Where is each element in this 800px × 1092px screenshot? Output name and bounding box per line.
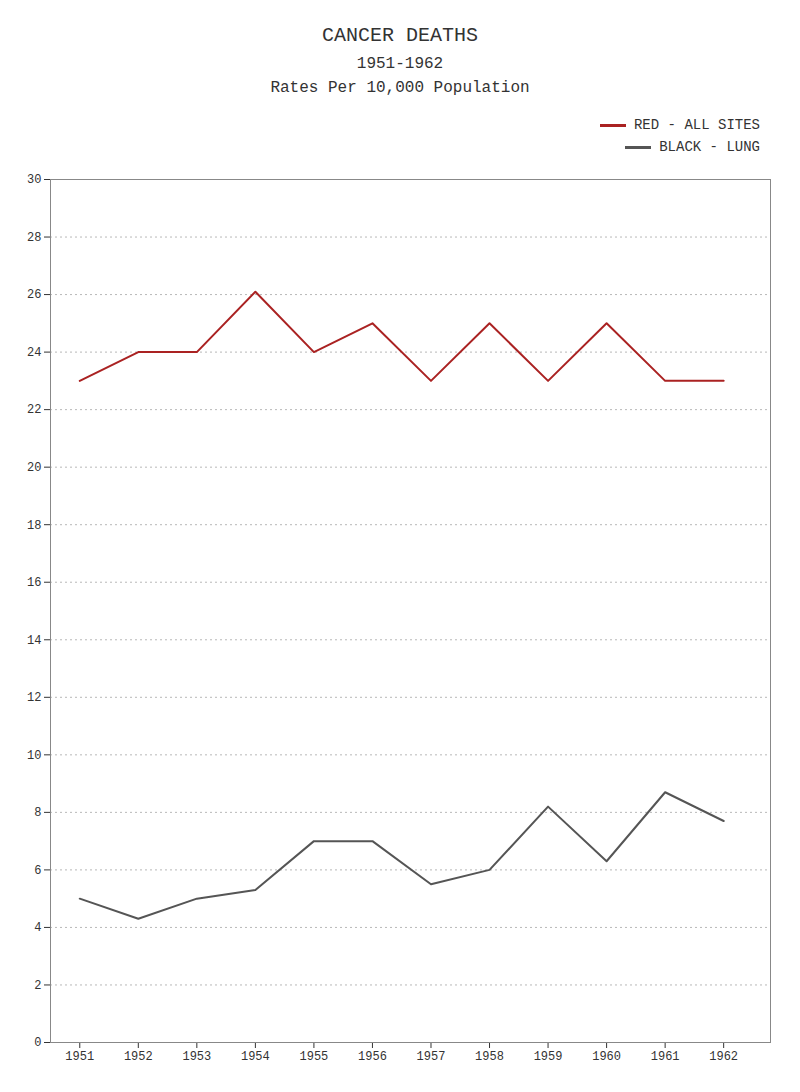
svg-text:1958: 1958: [475, 1050, 504, 1064]
html-text:1951-1962: 1951-1962: [356, 55, 444, 73]
svg-text:1954: 1954: [241, 1050, 270, 1064]
svg-text:1955: 1955: [300, 1050, 329, 1064]
svg-text:1962: 1962: [709, 1050, 738, 1064]
html-text:CANCER DEATHS: CANCER DEATHS: [322, 24, 478, 47]
html-text:RED - ALL SITES: RED - ALL SITES: [634, 117, 760, 133]
svg-text:1952: 1952: [124, 1050, 153, 1064]
html-text:Rates Per 10,000 Population: Rates Per 10,000 Population: [270, 79, 530, 97]
svg-text:1960: 1960: [592, 1050, 621, 1064]
svg-text:22: 22: [27, 403, 41, 417]
svg-text:24: 24: [27, 346, 41, 360]
svg-text:1957: 1957: [417, 1050, 446, 1064]
svg-text:2: 2: [34, 979, 41, 993]
svg-text:16: 16: [27, 576, 41, 590]
svg-text:1959: 1959: [534, 1050, 563, 1064]
svg-text:26: 26: [27, 288, 41, 302]
svg-text:1951: 1951: [65, 1050, 94, 1064]
svg-text:20: 20: [27, 461, 41, 475]
svg-text:1956: 1956: [358, 1050, 387, 1064]
html-text:BLACK - LUNG: BLACK - LUNG: [659, 139, 760, 155]
svg-text:0: 0: [34, 1036, 41, 1050]
svg-text:6: 6: [34, 864, 41, 878]
svg-text:1961: 1961: [651, 1050, 680, 1064]
svg-text:1953: 1953: [182, 1050, 211, 1064]
svg-text:12: 12: [27, 691, 41, 705]
svg-text:30: 30: [27, 173, 41, 187]
svg-text:28: 28: [27, 231, 41, 245]
svg-text:18: 18: [27, 519, 41, 533]
svg-text:14: 14: [27, 634, 41, 648]
svg-text:4: 4: [34, 921, 41, 935]
svg-text:10: 10: [27, 749, 41, 763]
svg-text:8: 8: [34, 806, 41, 820]
